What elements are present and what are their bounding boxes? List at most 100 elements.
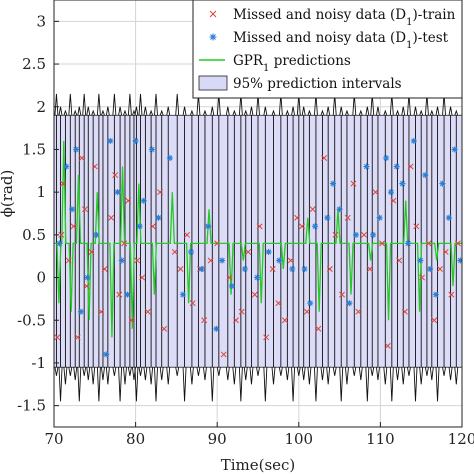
train-point [201,317,208,324]
train-point [157,189,164,196]
train-point [101,266,108,272]
train-point [149,223,156,230]
test-point [383,154,390,161]
interval-spike [435,106,440,402]
interval-spike [285,109,290,381]
y-tick-label: -1.5 [17,397,46,415]
x-tick-label: 110 [366,430,395,448]
test-point [439,180,446,187]
train-point [256,223,263,230]
y-tick-label: 1 [36,183,46,201]
interval-spike [210,106,215,402]
test-point [427,266,434,273]
train-point [344,214,351,221]
train-point [177,266,184,272]
train-point [74,334,81,341]
y-tick-label: 2.5 [22,55,46,73]
y-tick-label: 2 [36,98,46,116]
test-point [205,223,212,230]
train-point [321,155,328,161]
train-point [161,325,168,332]
interval-spike [243,109,248,381]
test-point [307,300,314,307]
interval-spike [419,109,424,385]
train-point [339,291,346,298]
test-point [388,189,395,196]
interval-spike [143,106,148,381]
test-point [68,206,75,213]
train-point [366,266,373,272]
legend-entry-label: Missed and noisy data (D1)-test [233,30,449,51]
interval-spike [77,106,82,402]
train-point [419,274,425,281]
train-point [332,231,339,238]
test-point [132,137,139,144]
train-point [207,257,214,264]
train-point [401,308,408,315]
interval-spike [159,109,164,381]
train-point [128,317,135,324]
test-point [330,180,337,187]
train-point [91,163,98,170]
x-tick-label: 70 [44,430,63,448]
train-point [275,300,282,307]
test-point [136,223,143,230]
interval-spike [203,109,207,381]
y-axis-label: ϕ(rad) [0,170,16,218]
test-point [432,291,439,298]
train-point [184,231,190,238]
interval-spike [301,106,306,381]
train-point [251,291,258,298]
train-point [384,342,391,349]
train-point [379,240,385,247]
interval-spike [105,106,110,385]
interval-spike [166,106,171,385]
legend-patch-swatch [198,75,228,91]
axes-box [53,0,463,428]
interval-spike [320,109,325,381]
train-point [88,248,95,255]
test-point [405,240,412,247]
y-tick-label: -1 [31,354,46,372]
interval-spike [365,106,370,402]
train-point [315,325,322,332]
interval-spike [413,106,418,402]
test-point [457,257,462,264]
train-point [454,240,461,247]
test-point [73,146,80,153]
gpr-prediction-series [54,140,462,338]
train-point [413,223,420,230]
train-point [226,274,233,281]
train-point [390,197,397,204]
interval-spike [149,109,154,385]
interval-spike [82,93,87,376]
train-point [309,206,316,213]
test-point [103,351,110,358]
test-point [422,172,429,179]
test-point [445,214,452,221]
interval-spike [54,93,59,376]
interval-spike [182,106,187,402]
train-point [121,240,128,247]
train-point [326,266,333,272]
legend-test-marker [209,33,217,41]
test-point [63,163,70,170]
test-point [107,137,114,144]
interval-spike [225,106,230,381]
train-point [442,248,449,255]
black-spike-series [54,93,459,402]
train-point [112,172,119,179]
test-point [410,137,417,144]
train-point [171,248,178,255]
train-point [238,308,245,315]
interval-spike [326,106,331,385]
x-axis-label: Time(sec) [221,456,296,474]
train-point [54,334,61,341]
x-tick-label: 90 [208,430,227,448]
test-point [399,180,406,187]
test-point [352,231,359,238]
y-tick-label: 0.5 [22,226,46,244]
interval-spike [175,93,180,376]
train-point [269,266,276,272]
